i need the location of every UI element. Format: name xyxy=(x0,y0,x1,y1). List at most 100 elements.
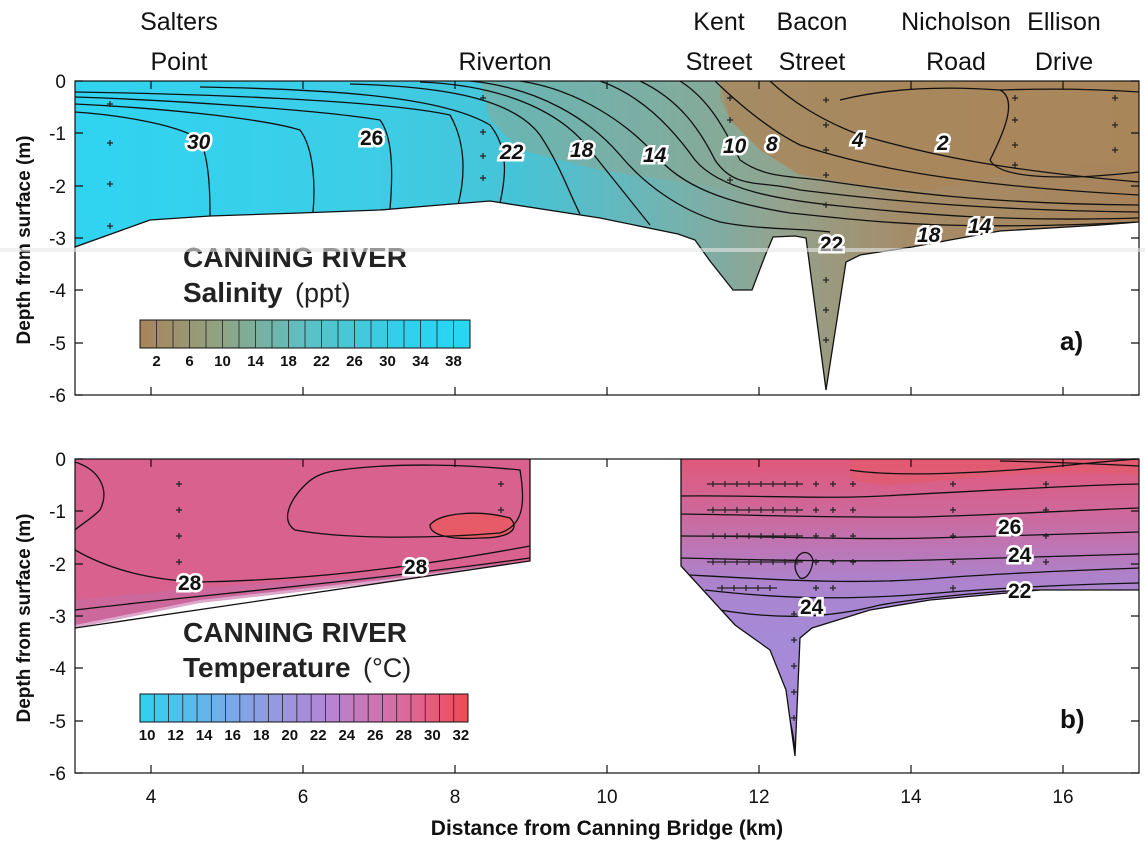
panel-a-x-ticks xyxy=(150,81,1064,395)
contour-s16 xyxy=(469,81,831,233)
y-tick-3: -3 xyxy=(49,607,66,628)
colorbar-tick-label: 10 xyxy=(139,727,156,744)
contour-label-14-deep: 14 xyxy=(968,215,992,238)
station-label-line1: Bacon xyxy=(777,8,848,36)
colorbar-tick-label: 6 xyxy=(185,353,193,370)
panel-b-y-axis: 0 -1 -2 -3 -4 -5 -6 Depth from surface (… xyxy=(14,450,1139,785)
contour-t-loop xyxy=(794,551,814,579)
station-label-line2: Road xyxy=(926,48,986,76)
temperature-colorbar-ticks: 10 12 14 16 18 20 22 24 26 28 30 32 xyxy=(139,727,469,744)
panel-b-variable-unit: (°C) xyxy=(363,653,411,683)
contour-s28 xyxy=(75,103,315,213)
colorbar-tick-label: 26 xyxy=(367,727,384,744)
contour-t-core xyxy=(429,512,515,540)
contour-label-22: 22 xyxy=(499,141,524,164)
x-tick-label: 10 xyxy=(596,787,617,808)
contour-s6 xyxy=(714,81,1139,196)
y-tick-2: -2 xyxy=(49,555,66,576)
panel-a-salinity: 30 26 22 18 14 10 8 4 2 22 18 14 0 -1 -2… xyxy=(14,72,1140,407)
y-tick-5: -5 xyxy=(49,712,66,733)
colorbar-tick-label: 14 xyxy=(247,353,264,370)
colorbar-tick-label: 24 xyxy=(338,727,355,744)
contour-t27 xyxy=(75,557,531,611)
temperature-warm-core xyxy=(430,513,515,539)
x-tick-label: 12 xyxy=(748,787,769,808)
colorbar-tick-label: 2 xyxy=(152,353,160,370)
colorbar-tick-label: 18 xyxy=(253,727,270,744)
station-label-line1: Salters xyxy=(140,8,218,36)
temperature-sample-marks xyxy=(176,481,1049,721)
contour-t-left-b xyxy=(286,464,524,538)
contour-t24 xyxy=(680,553,1139,562)
y-tick-5: -5 xyxy=(49,334,66,355)
colorbar-tick-label: 30 xyxy=(424,727,441,744)
y-tick-6: -6 xyxy=(49,386,66,407)
contour-label-18: 18 xyxy=(570,139,594,162)
y-tick-0: 0 xyxy=(55,450,66,471)
contour-t23 xyxy=(689,567,1139,583)
contour-label-t24-deep: 24 xyxy=(800,596,824,619)
station-label-line2: Point xyxy=(151,48,208,76)
salinity-sample-marks xyxy=(107,95,1118,343)
station-labels: Salters Point Riverton Kent Street Bacon Stree… xyxy=(140,8,1101,76)
contour-s26 xyxy=(75,96,393,210)
contour-label-4: 4 xyxy=(851,129,864,152)
colorbar-tick-label: 22 xyxy=(310,727,327,744)
salinity-colorbar-ticks: 2 6 10 14 18 22 26 30 34 38 xyxy=(152,353,462,370)
contour-label-8: 8 xyxy=(766,133,778,156)
contour-t-r3 xyxy=(680,483,1139,498)
station-label-line2: Drive xyxy=(1035,48,1093,76)
temperature-contours xyxy=(75,459,1139,751)
contour-s20 xyxy=(349,83,581,215)
panel-b-variable: Temperature (°C) xyxy=(183,652,411,683)
x-tick-label: 6 xyxy=(298,787,309,808)
contour-label-t28-mid: 28 xyxy=(404,556,428,579)
panel-a-variable-unit: (ppt) xyxy=(295,278,351,308)
station-label-line1: Nicholson xyxy=(901,8,1011,36)
contour-s2b xyxy=(999,88,1139,93)
x-tick-label: 14 xyxy=(900,787,922,808)
colorbar-tick-label: 10 xyxy=(214,353,231,370)
contour-t25 xyxy=(680,531,1139,540)
contour-s14 xyxy=(519,81,1139,227)
panel-b-temperature: 28 28 26 24 22 24 0 -1 -2 -3 -4 -5 -6 De… xyxy=(14,450,1140,785)
y-axis-label: Depth from surface (m) xyxy=(14,513,35,722)
y-tick-6: -6 xyxy=(49,764,66,785)
colorbar-tick-label: 34 xyxy=(412,353,429,370)
colorbar-tick-label: 18 xyxy=(280,353,297,370)
colorbar-tick-label: 22 xyxy=(313,353,330,370)
salinity-riverbed-outline xyxy=(75,200,1139,391)
contour-label-22-deep: 22 xyxy=(820,233,843,256)
colorbar-tick-label: 12 xyxy=(167,727,184,744)
y-tick-1: -1 xyxy=(49,502,66,523)
temperature-colorbar: 10 12 14 16 18 20 22 24 26 28 30 32 xyxy=(139,693,469,744)
contour-label-t22: 22 xyxy=(1008,580,1031,603)
y-tick-4: -4 xyxy=(49,659,66,680)
colorbar-tick-label: 14 xyxy=(196,727,213,744)
contour-s2 xyxy=(839,87,1139,178)
contour-s18 xyxy=(419,81,651,226)
contour-label-30: 30 xyxy=(187,131,211,154)
y-tick-1: -1 xyxy=(49,124,66,145)
contour-t28 xyxy=(75,545,531,583)
y-axis-label: Depth from surface (m) xyxy=(14,135,35,344)
x-tick-label: 16 xyxy=(1052,787,1073,808)
contour-t22 xyxy=(704,582,1139,599)
y-tick-2: -2 xyxy=(49,177,66,198)
y-tick-4: -4 xyxy=(49,281,66,302)
contour-s8 xyxy=(679,81,1139,206)
temperature-riverbed-right xyxy=(681,566,1139,773)
contour-label-2: 2 xyxy=(936,132,949,155)
panel-b-variable-name: Temperature xyxy=(183,652,351,683)
contour-s30 xyxy=(75,111,211,217)
contour-s24 xyxy=(75,91,464,206)
station-label-line2: Riverton xyxy=(458,48,551,76)
station-label-line2: Street xyxy=(779,48,846,76)
temperature-water-left xyxy=(75,459,530,625)
salinity-colorbar-divisions xyxy=(156,320,454,348)
contour-s4 xyxy=(769,81,1139,183)
salinity-colorbar: 2 6 10 14 18 22 26 30 34 38 xyxy=(139,319,471,370)
panel-b-x-ticks xyxy=(150,459,1064,773)
station-label-line1: Ellison xyxy=(1027,8,1101,36)
